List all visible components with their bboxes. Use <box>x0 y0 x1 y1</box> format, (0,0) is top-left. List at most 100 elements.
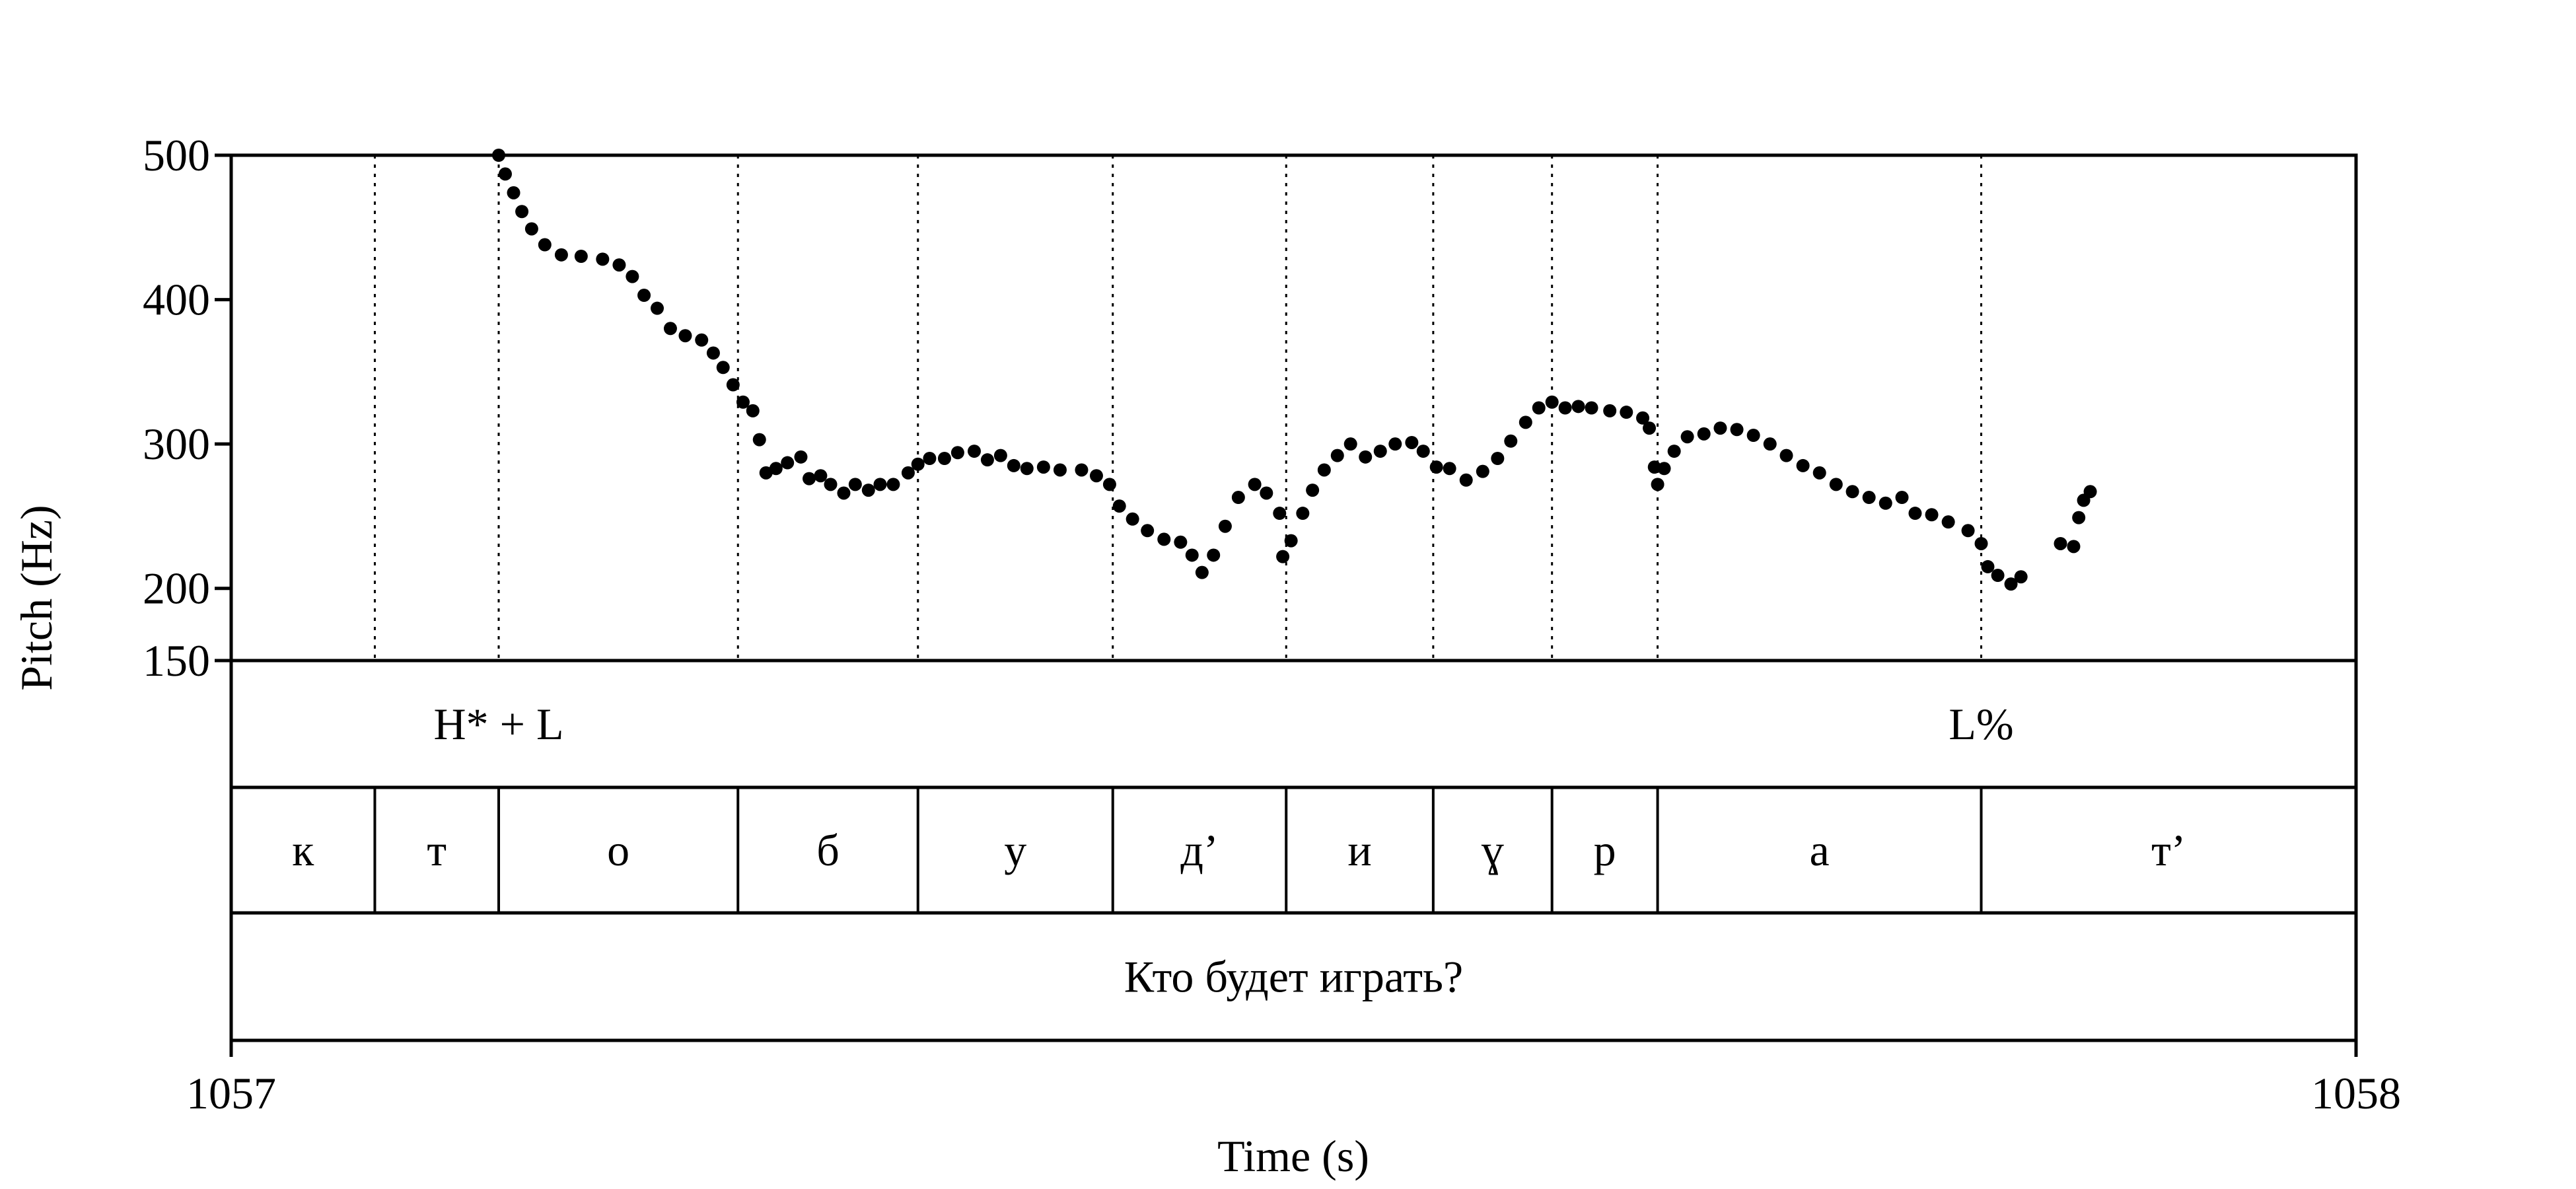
pitch-point <box>1991 569 2005 583</box>
pitch-point <box>515 205 529 219</box>
pitch-point <box>803 472 816 486</box>
pitch-point <box>1141 524 1155 538</box>
pitch-point <box>980 453 994 467</box>
pitch-point <box>716 361 730 375</box>
pitch-point <box>663 322 677 336</box>
pitch-point <box>1343 437 1357 451</box>
interval-label: Кто будет играть? <box>1124 952 1463 1002</box>
interval-label: а <box>1809 825 1829 875</box>
interval-label: р <box>1594 825 1616 875</box>
y-tick-label: 400 <box>143 275 210 325</box>
pitch-point <box>1459 473 1473 487</box>
pitch-point <box>1306 484 1320 497</box>
pitch-point <box>746 404 760 417</box>
pitch-point <box>814 469 828 483</box>
pitch-point <box>2083 485 2097 499</box>
pitch-point <box>1330 449 1344 462</box>
pitch-point <box>1102 478 1116 491</box>
pitch-point <box>1981 559 1995 573</box>
pitch-point <box>1651 478 1664 491</box>
pitch-point <box>901 466 915 480</box>
x-tick-label: 1058 <box>2311 1068 2401 1118</box>
pitch-point <box>507 186 520 199</box>
pitch-point <box>861 484 875 497</box>
pitch-point <box>848 478 862 491</box>
pitch-point <box>1476 464 1489 478</box>
plot-frame <box>229 153 2358 1042</box>
pitch-point <box>752 433 766 447</box>
pitch-point <box>1680 430 1694 444</box>
pitch-point <box>726 378 740 392</box>
pitch-point <box>923 452 937 465</box>
pitch-point <box>886 478 900 491</box>
pitch-point <box>1779 449 1793 462</box>
pitch-point <box>993 449 1007 462</box>
pitch-point <box>538 238 552 252</box>
interval-label: ɣ <box>1482 825 1504 875</box>
pitch-point <box>1585 401 1598 415</box>
pitch-point <box>873 478 887 491</box>
pitch-point <box>1248 478 1262 491</box>
pitch-point <box>1895 491 1909 505</box>
pitch-point <box>1284 534 1298 548</box>
y-tick-label: 200 <box>143 563 210 614</box>
pitch-point <box>1207 548 1221 562</box>
interval-label: о <box>607 825 629 875</box>
pitch-point <box>1532 401 1546 415</box>
pitch-point <box>1763 437 1777 451</box>
interval-label: т’ <box>2151 825 2186 875</box>
pitch-point <box>678 329 692 343</box>
pitch-point <box>794 450 808 464</box>
pitch-point <box>1746 429 1760 443</box>
pitch-point <box>1053 463 1067 477</box>
pitch-point <box>1571 400 1585 414</box>
pitch-point <box>1657 462 1671 476</box>
y-tick-label: 300 <box>143 419 210 469</box>
pitch-point <box>1558 401 1572 415</box>
pitch-point <box>1405 435 1419 449</box>
pitch-point <box>1112 499 1126 513</box>
pitch-point <box>1157 532 1171 546</box>
pitch-point <box>1491 452 1505 465</box>
pitch-point <box>1519 415 1532 429</box>
x-tick-label: 1057 <box>186 1068 276 1118</box>
pitch-point <box>1620 406 1633 419</box>
pitch-point <box>1974 536 1988 550</box>
pitch-point <box>612 258 626 272</box>
pitch-point <box>1260 486 1273 500</box>
pitch-point <box>1218 519 1232 533</box>
pitch-point <box>769 462 783 476</box>
pitch-point <box>736 395 750 409</box>
pitch-point <box>1643 421 1657 435</box>
pitch-point <box>759 466 773 480</box>
pitch-point <box>1647 460 1661 474</box>
pitch-point <box>492 149 506 162</box>
x-axis-label: Time (s) <box>1217 1131 1369 1181</box>
pitch-point <box>824 478 838 491</box>
point-tier-label: L% <box>1949 699 2013 749</box>
pitch-point <box>950 446 964 460</box>
interval-label: к <box>292 825 314 875</box>
y-axis-label: Pitch (Hz) <box>11 505 61 690</box>
pitch-point <box>574 250 588 263</box>
point-tier-label: H* + L <box>434 699 564 749</box>
pitch-point <box>1020 462 1034 476</box>
pitch-point <box>1636 411 1650 425</box>
y-tick-label: 150 <box>143 635 210 686</box>
pitch-point <box>1796 458 1810 472</box>
pitch-point <box>1941 515 1955 529</box>
pitch-point <box>2054 536 2067 550</box>
pitch-point <box>1697 427 1711 441</box>
pitch-point <box>937 452 951 465</box>
pitch-point <box>1416 445 1430 458</box>
pitch-point <box>637 289 651 303</box>
pitch-point <box>1036 460 1050 474</box>
pitch-point <box>2014 570 2028 584</box>
pitch-point <box>498 167 512 181</box>
pitch-point <box>1667 445 1681 458</box>
pitch-point <box>1443 462 1456 476</box>
pitch-point <box>2004 577 2018 591</box>
pitch-point <box>1185 548 1199 562</box>
pitch-point <box>1273 507 1287 521</box>
